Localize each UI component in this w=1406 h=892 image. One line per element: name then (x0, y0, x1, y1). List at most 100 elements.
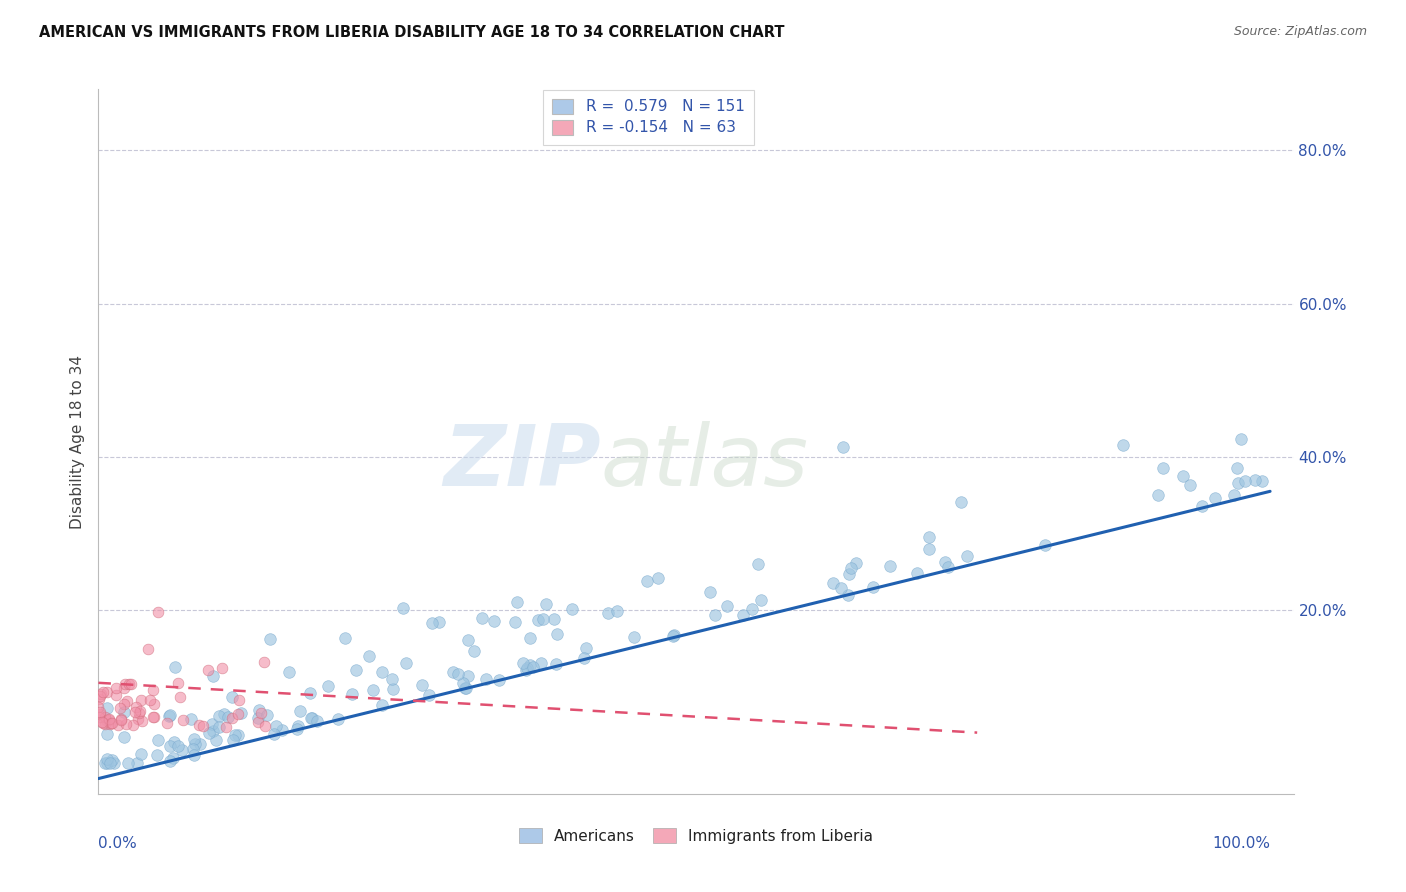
Point (89, 705, 111, 719)
Point (228, 706, 250, 721)
Point (475, 672, 498, 686)
Point (527, 613, 550, 627)
Point (87, 692, 110, 706)
Point (211, 661, 233, 675)
Point (229, 706, 252, 720)
Point (128, 706, 150, 720)
Point (183, 747, 205, 762)
Point (131, 714, 153, 729)
Point (117, 756, 139, 771)
Point (259, 632, 281, 646)
Point (1180, 478, 1202, 492)
Point (299, 711, 322, 725)
Text: 100.0%: 100.0% (1212, 836, 1270, 851)
Text: ZIP: ZIP (443, 421, 600, 504)
Point (1204, 491, 1226, 506)
Point (122, 718, 145, 732)
Point (831, 440, 853, 454)
Point (340, 687, 363, 701)
Point (163, 659, 186, 673)
Point (127, 712, 149, 726)
Point (217, 710, 239, 724)
Point (949, 495, 972, 509)
Point (94, 714, 117, 728)
Point (519, 657, 541, 672)
Point (112, 705, 135, 719)
Point (441, 665, 464, 679)
Point (180, 712, 202, 726)
Point (142, 682, 165, 697)
Point (124, 705, 146, 719)
Point (118, 677, 141, 691)
Point (392, 601, 415, 615)
Point (250, 706, 273, 720)
Point (183, 737, 205, 751)
Point (699, 585, 721, 599)
Point (191, 719, 214, 733)
Point (363, 682, 385, 697)
Point (821, 576, 844, 591)
Point (411, 678, 433, 692)
Point (103, 756, 125, 771)
Point (91, 685, 114, 699)
Point (159, 707, 181, 722)
Point (647, 570, 669, 584)
Point (94, 716, 117, 731)
Point (845, 556, 868, 570)
Point (163, 735, 186, 749)
Point (110, 713, 132, 727)
Point (228, 693, 250, 707)
Text: 0.0%: 0.0% (98, 836, 138, 851)
Point (96, 756, 118, 771)
Point (427, 615, 450, 630)
Point (1191, 499, 1213, 513)
Point (918, 541, 941, 556)
Point (169, 690, 191, 705)
Point (543, 611, 565, 625)
Point (534, 597, 557, 611)
Point (143, 697, 166, 711)
Point (956, 549, 979, 564)
Point (598, 607, 620, 621)
Point (167, 676, 190, 690)
Point (96, 727, 118, 741)
Point (162, 751, 184, 765)
Point (254, 719, 277, 733)
Point (91, 715, 114, 730)
Point (100, 716, 122, 731)
Point (110, 701, 132, 715)
Point (172, 743, 194, 757)
Point (125, 756, 148, 770)
Point (246, 710, 269, 724)
Point (159, 754, 181, 768)
Legend: Americans, Immigrants from Liberia: Americans, Immigrants from Liberia (513, 822, 879, 850)
Point (1250, 474, 1272, 488)
Point (917, 530, 939, 544)
Point (381, 672, 404, 686)
Point (228, 727, 250, 741)
Y-axis label: Disability Age 18 to 34: Disability Age 18 to 34 (69, 354, 84, 529)
Point (662, 628, 685, 642)
Point (96, 701, 118, 715)
Point (574, 651, 596, 665)
Point (159, 739, 181, 753)
Point (515, 664, 537, 678)
Point (546, 626, 568, 640)
Point (212, 706, 235, 721)
Point (381, 682, 404, 697)
Point (129, 705, 152, 719)
Point (451, 676, 474, 690)
Point (606, 604, 628, 618)
Point (370, 665, 392, 679)
Point (716, 599, 738, 614)
Point (305, 714, 328, 728)
Point (749, 593, 772, 607)
Point (264, 719, 287, 733)
Point (215, 720, 238, 734)
Point (1223, 488, 1246, 502)
Point (97, 712, 120, 726)
Point (506, 595, 529, 609)
Point (112, 697, 135, 711)
Point (301, 711, 323, 725)
Point (298, 686, 321, 700)
